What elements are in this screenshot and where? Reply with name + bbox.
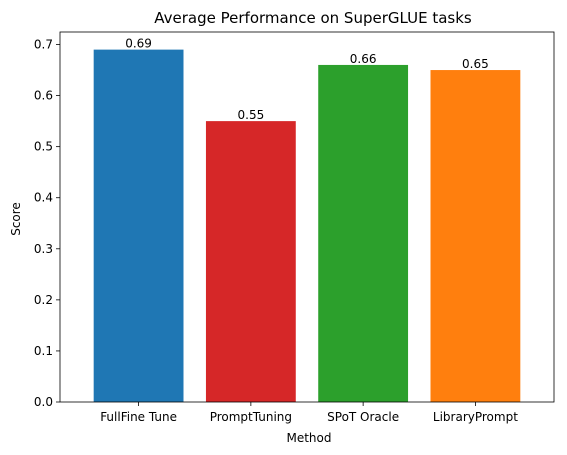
y-tick-label-5: 0.5 xyxy=(34,140,53,154)
data-label-0: 0.69 xyxy=(125,37,152,51)
plot-area: 0.69 FullFine Tune 0.55 PromptTuning 0.66 SPo… xyxy=(34,31,555,424)
plot-frame xyxy=(59,31,555,403)
y-tick-label-4: 0.4 xyxy=(34,191,53,205)
x-tick-label-3: LibraryPrompt xyxy=(433,410,518,424)
y-tick-label-2: 0.2 xyxy=(34,293,53,307)
data-label-1: 0.55 xyxy=(238,108,265,122)
y-tick-label-3: 0.3 xyxy=(34,242,53,256)
data-label-3: 0.65 xyxy=(462,57,489,71)
bar-0 xyxy=(93,49,184,403)
x-tick-label-1: PromptTuning xyxy=(210,410,292,424)
y-tick-label-1: 0.1 xyxy=(34,344,53,358)
y-tick-label-0: 0.0 xyxy=(34,395,53,409)
bar-1 xyxy=(205,121,296,403)
x-tick-label-0: FullFine Tune xyxy=(100,410,177,424)
y-tick-label-7: 0.7 xyxy=(34,38,53,52)
x-tick-label-2: SPoT Oracle xyxy=(327,410,399,424)
y-axis-label: Score xyxy=(9,202,23,236)
y-tick-label-6: 0.6 xyxy=(34,89,53,103)
data-label-2: 0.66 xyxy=(350,52,377,66)
chart-title: Average Performance on SuperGLUE tasks xyxy=(154,9,472,27)
bar-3 xyxy=(430,70,521,403)
x-axis-label: Method xyxy=(286,431,331,445)
bar-2 xyxy=(318,64,409,402)
